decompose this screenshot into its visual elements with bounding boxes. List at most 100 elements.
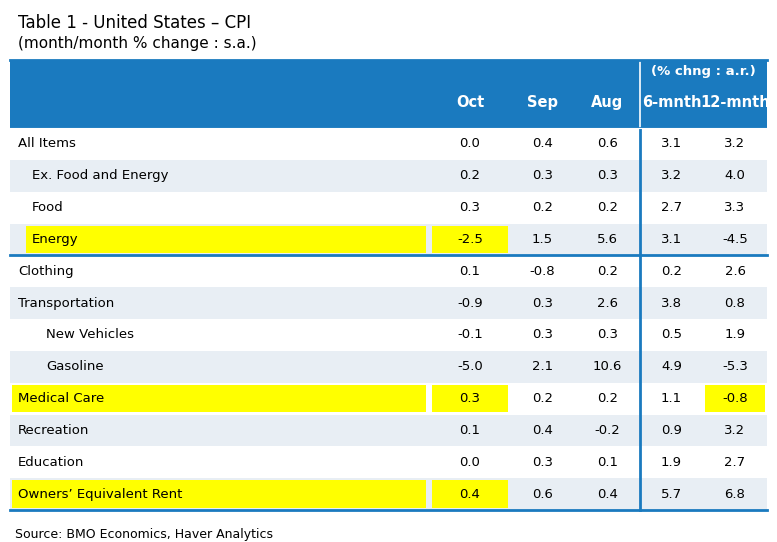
Text: 0.0: 0.0 bbox=[459, 456, 480, 469]
Text: 1.9: 1.9 bbox=[724, 328, 745, 341]
Text: 3.8: 3.8 bbox=[661, 296, 682, 309]
Bar bbox=[10, 192, 767, 223]
Text: 4.9: 4.9 bbox=[661, 360, 682, 373]
Bar bbox=[10, 160, 767, 192]
Text: 0.3: 0.3 bbox=[459, 392, 480, 405]
Bar bbox=[432, 480, 508, 508]
Text: 0.6: 0.6 bbox=[532, 488, 553, 501]
Text: -4.5: -4.5 bbox=[722, 233, 748, 246]
Bar bbox=[10, 128, 767, 160]
Text: 2.1: 2.1 bbox=[532, 360, 553, 373]
Text: 3.2: 3.2 bbox=[661, 169, 682, 182]
Text: Education: Education bbox=[18, 456, 85, 469]
Text: 0.4: 0.4 bbox=[532, 424, 553, 437]
Text: 0.1: 0.1 bbox=[459, 424, 480, 437]
Text: 0.2: 0.2 bbox=[661, 264, 682, 278]
Text: 5.7: 5.7 bbox=[661, 488, 682, 501]
Text: Table 1 - United States – CPI: Table 1 - United States – CPI bbox=[18, 14, 251, 32]
Bar bbox=[10, 60, 767, 128]
Text: Clothing: Clothing bbox=[18, 264, 74, 278]
Text: 3.3: 3.3 bbox=[724, 201, 746, 214]
Text: 3.2: 3.2 bbox=[724, 424, 746, 437]
Bar bbox=[432, 225, 508, 253]
Text: 0.2: 0.2 bbox=[459, 169, 480, 182]
Text: Food: Food bbox=[32, 201, 64, 214]
Text: 2.7: 2.7 bbox=[724, 456, 746, 469]
Text: 0.3: 0.3 bbox=[532, 456, 553, 469]
Text: Recreation: Recreation bbox=[18, 424, 89, 437]
Text: 0.5: 0.5 bbox=[661, 328, 682, 341]
Text: All Items: All Items bbox=[18, 138, 76, 151]
Text: Transportation: Transportation bbox=[18, 296, 114, 309]
Text: Gasoline: Gasoline bbox=[46, 360, 103, 373]
Bar bbox=[10, 255, 767, 287]
Text: -0.1: -0.1 bbox=[457, 328, 483, 341]
Text: 4.0: 4.0 bbox=[725, 169, 745, 182]
Text: 0.3: 0.3 bbox=[532, 169, 553, 182]
Text: -0.9: -0.9 bbox=[457, 296, 483, 309]
Text: 0.8: 0.8 bbox=[725, 296, 745, 309]
Text: 0.3: 0.3 bbox=[532, 328, 553, 341]
Bar bbox=[10, 446, 767, 478]
Text: 0.6: 0.6 bbox=[597, 138, 618, 151]
Text: Source: BMO Economics, Haver Analytics: Source: BMO Economics, Haver Analytics bbox=[15, 528, 273, 541]
Text: 3.1: 3.1 bbox=[661, 138, 682, 151]
Text: 0.4: 0.4 bbox=[459, 488, 480, 501]
Text: 6-mnth: 6-mnth bbox=[642, 95, 702, 111]
Text: 0.2: 0.2 bbox=[532, 392, 553, 405]
Bar bbox=[10, 383, 767, 415]
Text: 5.6: 5.6 bbox=[597, 233, 618, 246]
Text: -0.2: -0.2 bbox=[594, 424, 620, 437]
Text: Sep: Sep bbox=[527, 95, 558, 111]
Text: New Vehicles: New Vehicles bbox=[46, 328, 134, 341]
Text: 0.1: 0.1 bbox=[459, 264, 480, 278]
Text: -0.8: -0.8 bbox=[722, 392, 747, 405]
Text: 0.1: 0.1 bbox=[597, 456, 618, 469]
Bar bbox=[10, 319, 767, 351]
Text: -2.5: -2.5 bbox=[457, 233, 483, 246]
Text: Oct: Oct bbox=[456, 95, 484, 111]
Text: 0.4: 0.4 bbox=[532, 138, 553, 151]
Bar bbox=[705, 385, 765, 412]
Text: 0.3: 0.3 bbox=[532, 296, 553, 309]
Text: 0.4: 0.4 bbox=[597, 488, 618, 501]
Text: 0.9: 0.9 bbox=[661, 424, 682, 437]
Bar bbox=[10, 223, 767, 255]
Text: 1.1: 1.1 bbox=[661, 392, 682, 405]
Text: 0.3: 0.3 bbox=[597, 169, 618, 182]
Bar bbox=[432, 385, 508, 412]
Text: 0.2: 0.2 bbox=[597, 201, 618, 214]
Text: 2.7: 2.7 bbox=[661, 201, 682, 214]
Text: 6.8: 6.8 bbox=[725, 488, 745, 501]
Bar bbox=[10, 287, 767, 319]
Text: -5.3: -5.3 bbox=[722, 360, 748, 373]
Text: 1.5: 1.5 bbox=[532, 233, 553, 246]
Text: 2.6: 2.6 bbox=[724, 264, 745, 278]
Text: 12-mnth: 12-mnth bbox=[700, 95, 770, 111]
Text: 3.2: 3.2 bbox=[724, 138, 746, 151]
Text: 3.1: 3.1 bbox=[661, 233, 682, 246]
Text: -0.8: -0.8 bbox=[530, 264, 556, 278]
Text: 0.2: 0.2 bbox=[597, 264, 618, 278]
Text: Medical Care: Medical Care bbox=[18, 392, 104, 405]
Bar bbox=[10, 351, 767, 383]
Text: 10.6: 10.6 bbox=[593, 360, 622, 373]
Text: (% chng : a.r.): (% chng : a.r.) bbox=[651, 65, 756, 78]
Text: Owners’ Equivalent Rent: Owners’ Equivalent Rent bbox=[18, 488, 183, 501]
Text: -5.0: -5.0 bbox=[457, 360, 483, 373]
Bar bbox=[12, 385, 426, 412]
Bar bbox=[10, 478, 767, 510]
Text: 1.9: 1.9 bbox=[661, 456, 682, 469]
Text: Ex. Food and Energy: Ex. Food and Energy bbox=[32, 169, 169, 182]
Bar bbox=[10, 415, 767, 446]
Bar bbox=[26, 225, 426, 253]
Text: 0.0: 0.0 bbox=[459, 138, 480, 151]
Text: 0.3: 0.3 bbox=[459, 201, 480, 214]
Text: 0.2: 0.2 bbox=[597, 392, 618, 405]
Text: Energy: Energy bbox=[32, 233, 78, 246]
Text: 0.2: 0.2 bbox=[532, 201, 553, 214]
Text: (month/month % change : s.a.): (month/month % change : s.a.) bbox=[18, 36, 256, 51]
Text: 0.3: 0.3 bbox=[597, 328, 618, 341]
Text: Aug: Aug bbox=[591, 95, 624, 111]
Text: 2.6: 2.6 bbox=[597, 296, 618, 309]
